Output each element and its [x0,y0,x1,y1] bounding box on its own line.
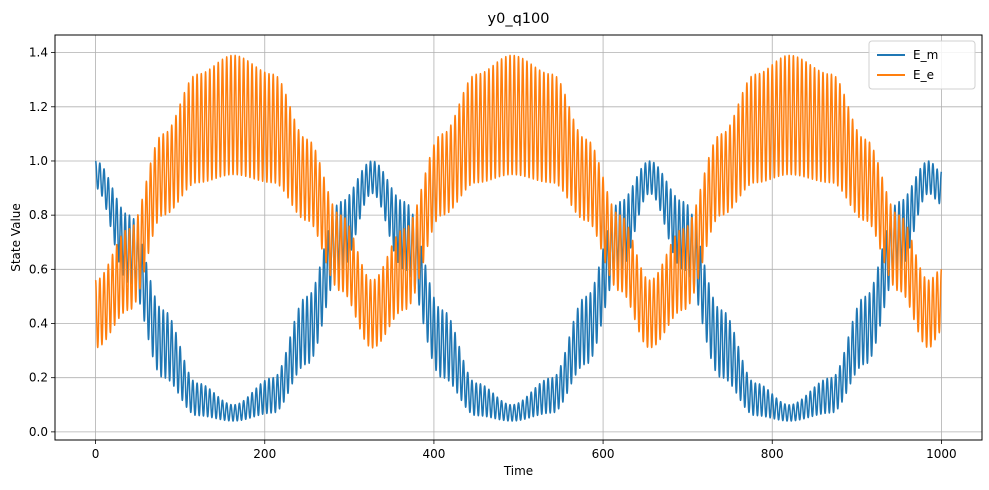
legend: E_m E_e [868,40,976,90]
legend-label: E_m [913,48,938,62]
ticks: 0 200 400 600 800 1000 0.0 0.2 0.4 0.6 0.8 1.0 1.2 1.… [29,46,957,461]
y-axis-title: State Value [9,203,23,272]
y-tick-label: 0.6 [29,262,48,276]
y-tick-label: 0.8 [29,208,48,222]
y-tick-label: 0.0 [29,425,48,439]
legend-label: E_e [913,68,934,82]
y-tick-label: 0.2 [29,371,48,385]
y-tick-label: 1.4 [29,46,48,60]
legend-box [868,40,976,90]
series-line-e-e [94,54,943,349]
series-layer [94,54,943,422]
y-tick-label: 1.2 [29,100,48,114]
x-axis-title: Time [503,464,533,478]
x-tick-label: 400 [422,447,445,461]
series-line-e-m [94,160,943,422]
x-tick-label: 600 [592,447,615,461]
x-tick-label: 800 [761,447,784,461]
grid [55,35,982,440]
x-tick-label: 1000 [926,447,957,461]
plot-frame [54,34,983,441]
x-tick-label: 200 [253,447,276,461]
chart-title: y0_q100 [488,11,550,27]
y-tick-label: 1.0 [29,154,48,168]
y-tick-label: 0.4 [29,317,48,331]
x-tick-label: 0 [92,447,100,461]
